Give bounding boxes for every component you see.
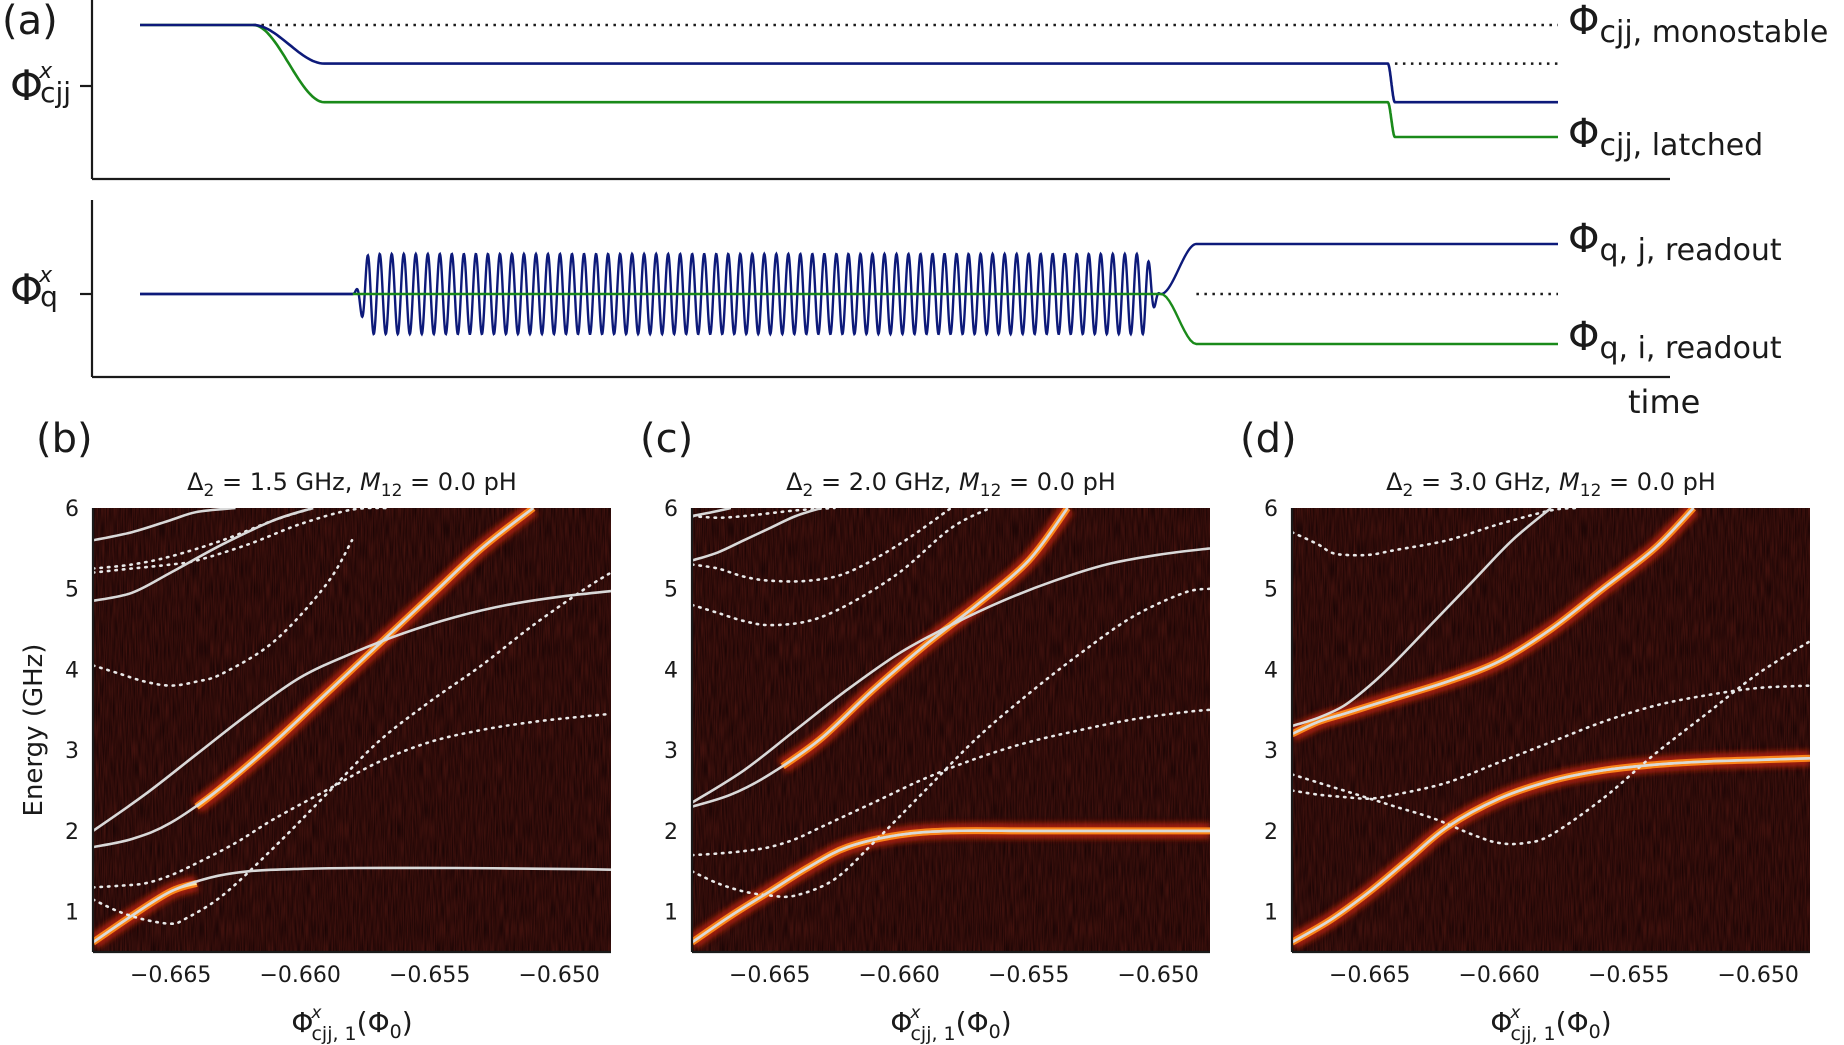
coupled-level-curve (692, 829, 1210, 944)
spectroscopy-panels: (b) Δ2 = 1.5 GHz, M12 = 0.0 pH 1 2 3 4 5 6 −0.66… (19, 416, 1810, 1045)
coupled-level-curve (93, 508, 236, 542)
uncoupled-level-curve (93, 571, 611, 926)
y-tick-label: 5 (1264, 578, 1278, 603)
x-tick-label: −0.660 (259, 963, 340, 988)
y-tick-label: 6 (1264, 497, 1278, 522)
coupled-level-curve (93, 508, 314, 603)
x-tick-label: −0.655 (1588, 963, 1669, 988)
coupled-level-curve (93, 508, 535, 849)
x-axis-label: Φx cjj, 1(Φ0) (890, 1003, 1011, 1045)
coupled-level-curve (93, 589, 611, 832)
y-tick-label: 4 (1264, 658, 1278, 683)
panel-a-bottom-series (140, 242, 1558, 346)
panel-a-top-ylabel: Φx cjj (10, 59, 71, 110)
panel-d: (d) Δ2 = 3.0 GHz, M12 = 0.0 pH 1 2 3 4 5 6 −0.66… (1240, 416, 1810, 1045)
x-axis-label: Φx cjj, 1(Φ0) (291, 1003, 412, 1045)
annot-cjj-monostable: Φcjj, monostable (1568, 0, 1828, 50)
x-axis-label: Φx cjj, 1(Φ0) (1490, 1003, 1611, 1045)
uncoupled-level-curve (1292, 508, 1579, 557)
uncoupled-level-curve (692, 508, 836, 520)
x-tick-label: −0.650 (1117, 963, 1198, 988)
coupled-level-curve (1292, 757, 1810, 944)
y-tick-label: 5 (664, 578, 678, 603)
panel-a: (a) Φx cjj Φcjj, monostable Φcjj, latched (2, 0, 1828, 421)
x-tick-label: −0.650 (1717, 963, 1798, 988)
panel-a-top-series (140, 23, 1558, 139)
panel-a-top-axes: Φx cjj Φcjj, monostable Φcjj, latched (10, 0, 1828, 181)
y-tick-label: 2 (1264, 820, 1278, 845)
x-tick-label: −0.660 (1458, 963, 1539, 988)
heatmap-plot-area (692, 508, 1210, 949)
y-tick-label: 6 (664, 497, 678, 522)
y-tick-label: 5 (65, 578, 79, 603)
uncoupled-level-curve (1292, 639, 1810, 846)
annot-q-j-readout: Φq, j, readout (1568, 216, 1782, 268)
y-tick-label: 2 (664, 820, 678, 845)
panel-label: (c) (640, 416, 693, 462)
heatmap-plot-area (1292, 508, 1810, 950)
panel-a-bottom-ylabel: Φx q (10, 263, 58, 314)
coupled-level-curve (692, 508, 822, 562)
uncoupled-level-curve (692, 587, 1210, 899)
series-monostable-curve (140, 23, 1558, 104)
y-axis-label: Energy (GHz) (19, 644, 49, 817)
y-tick-label: 4 (664, 658, 678, 683)
heatmap-plot-area (93, 508, 611, 949)
x-tick-label: −0.665 (1329, 963, 1410, 988)
x-tick-label: −0.660 (858, 963, 939, 988)
panel-title: Δ2 = 2.0 GHz, M12 = 0.0 pH (786, 468, 1116, 501)
annot-cjj-latched: Φcjj, latched (1568, 111, 1763, 163)
panel-label: (b) (36, 416, 93, 462)
uncoupled-level-curve (93, 712, 611, 889)
uncoupled-level-curve (93, 508, 315, 570)
x-tick-label: −0.650 (518, 963, 599, 988)
heatmap-noise (93, 508, 611, 952)
y-tick-label: 6 (65, 497, 79, 522)
y-tick-label: 3 (65, 739, 79, 764)
y-tick-label: 2 (65, 820, 79, 845)
uncoupled-level-curve (692, 508, 953, 583)
panel-label: (d) (1240, 416, 1297, 462)
series-q-j-curve (140, 242, 1558, 337)
series-latched-curve (140, 23, 1558, 139)
y-tick-label: 3 (664, 739, 678, 764)
coupled-level-curve (692, 508, 1069, 808)
panel-title: Δ2 = 1.5 GHz, M12 = 0.0 pH (187, 468, 517, 501)
panel-a-label: (a) (2, 0, 58, 44)
y-tick-label: 1 (65, 901, 79, 926)
time-axis-label: time (1628, 383, 1700, 421)
panel-c: (c) Δ2 = 2.0 GHz, M12 = 0.0 pH 1 2 3 4 5 6 −0.66… (640, 416, 1210, 1045)
coupled-level-curve (692, 508, 732, 518)
uncoupled-level-curve (692, 708, 1210, 857)
coupled-level-curve (1292, 508, 1695, 736)
panel-title: Δ2 = 3.0 GHz, M12 = 0.0 pH (1386, 468, 1716, 501)
y-tick-label: 3 (1264, 739, 1278, 764)
coupled-level-curve (93, 866, 611, 944)
y-tick-label: 1 (664, 901, 678, 926)
coupled-level-curve (692, 547, 1210, 804)
uncoupled-level-curve (93, 539, 354, 687)
uncoupled-level-curve (1292, 684, 1810, 800)
panel-a-bottom-axes: Φx q Φq, j, readout Φq, i, readout time (10, 200, 1782, 421)
x-tick-label: −0.655 (988, 963, 1069, 988)
x-tick-label: −0.655 (389, 963, 470, 988)
x-tick-label: −0.665 (130, 963, 211, 988)
y-tick-label: 4 (65, 658, 79, 683)
uncoupled-level-curve (93, 508, 393, 574)
uncoupled-level-curve (692, 508, 992, 627)
annot-q-i-readout: Φq, i, readout (1568, 314, 1782, 366)
coupled-level-curve (1292, 508, 1552, 728)
series-q-i-curve (352, 292, 1558, 346)
panel-b: (b) Δ2 = 1.5 GHz, M12 = 0.0 pH 1 2 3 4 5 6 −0.66… (19, 416, 611, 1045)
x-tick-label: −0.665 (729, 963, 810, 988)
y-tick-label: 1 (1264, 901, 1278, 926)
